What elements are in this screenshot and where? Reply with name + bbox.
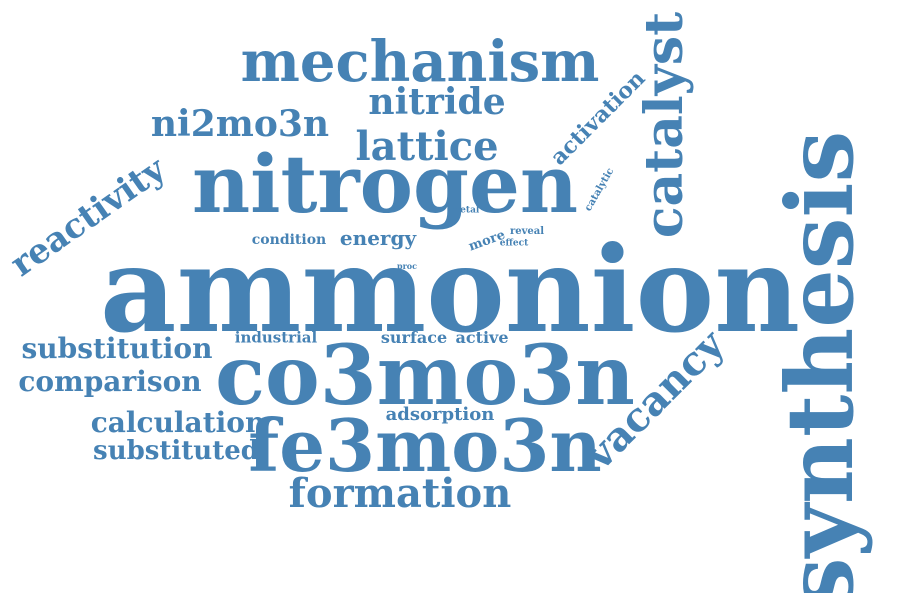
word-fe3mo3n: fe3mo3n — [248, 403, 602, 488]
word-synthesis: synthesis — [766, 130, 874, 593]
word-lattice: lattice — [355, 123, 499, 170]
word-metal: metal — [450, 205, 480, 216]
word-formation: formation — [288, 470, 512, 517]
word-ammonion: ammonion — [100, 220, 800, 359]
word-adsorption: adsorption — [385, 404, 495, 425]
word-proc: proc — [396, 261, 418, 271]
word-surface: surface — [380, 328, 448, 347]
word-nitride: nitride — [368, 81, 506, 123]
word-nitrogen: nitrogen — [191, 137, 579, 231]
word-industrial: industrial — [234, 328, 318, 347]
word-ni2mo3n: ni2mo3n — [150, 103, 330, 145]
word-substituted: substituted — [93, 436, 259, 466]
word-catalytic: catalytic — [582, 166, 617, 214]
word-mechanism: mechanism — [240, 29, 600, 95]
word-substitution: substitution — [21, 332, 213, 365]
word-effect: effect — [499, 238, 529, 249]
word-condition: condition — [251, 232, 327, 248]
word-catalyst: catalyst — [634, 11, 695, 239]
word-calculation: calculation — [90, 406, 266, 439]
word-comparison: comparison — [18, 365, 202, 398]
word-energy: energy — [339, 226, 417, 250]
word-active: active — [455, 328, 509, 347]
word-reveal: reveal — [509, 226, 545, 237]
word-co3mo3n: co3mo3n — [215, 328, 635, 424]
